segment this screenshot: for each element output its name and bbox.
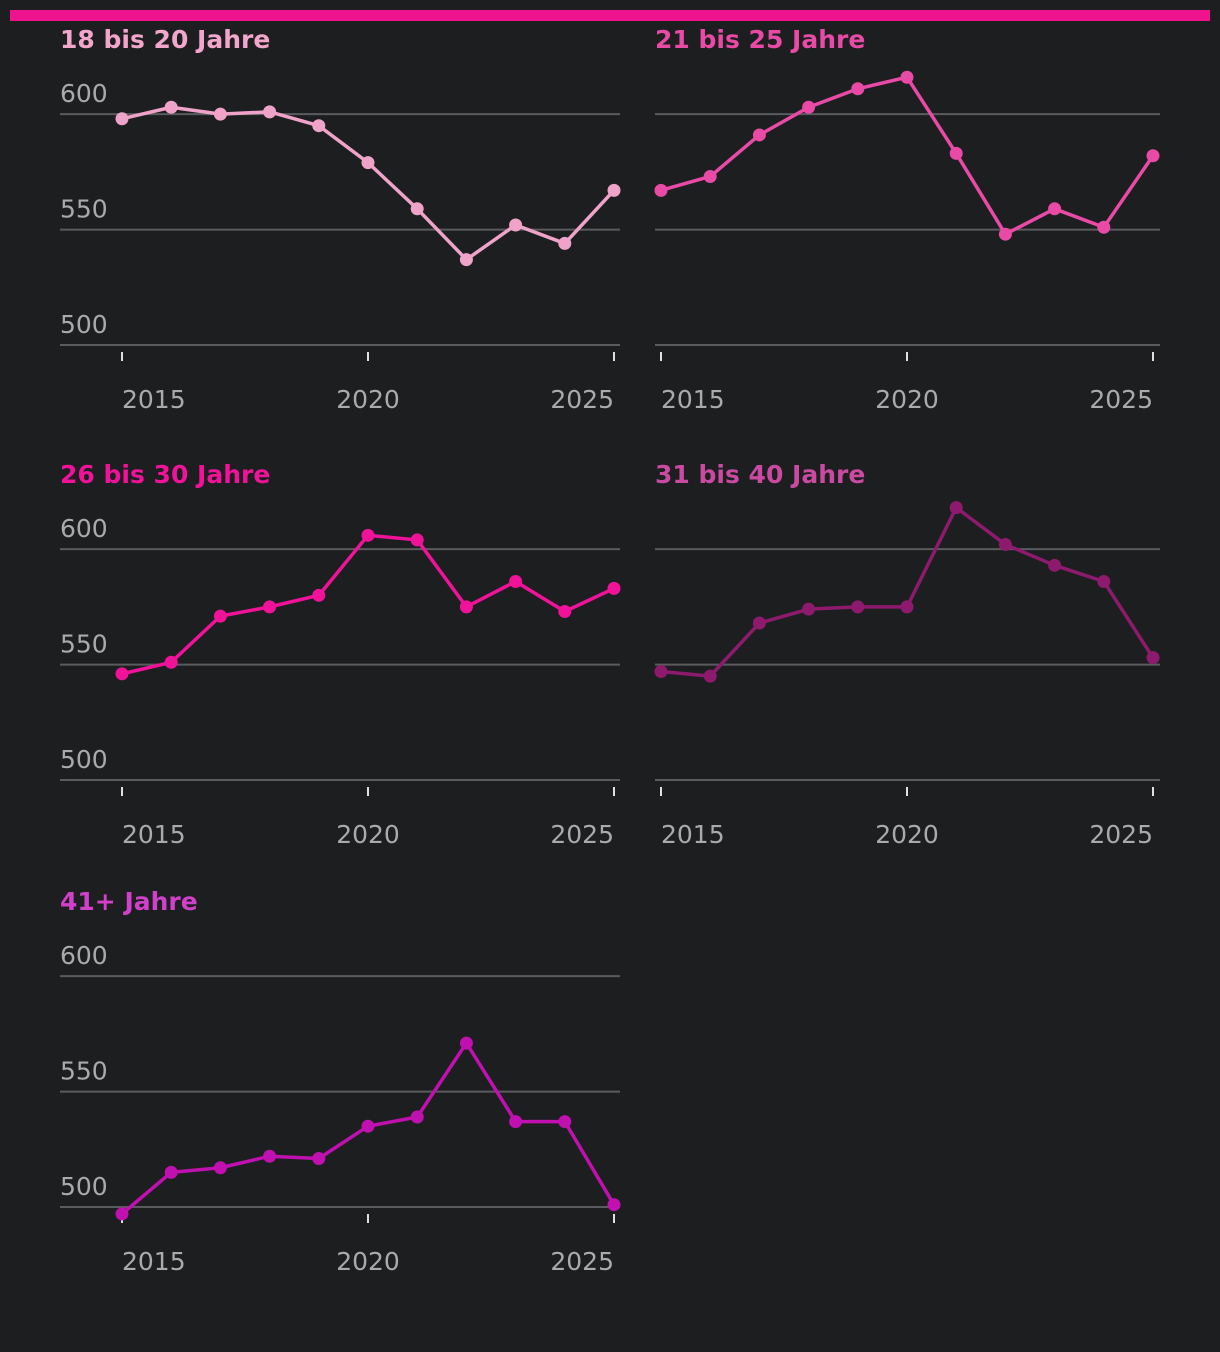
point [459, 253, 473, 267]
point [164, 100, 178, 114]
point [115, 667, 129, 681]
point [900, 70, 914, 84]
x-tick-label: 2025 [1089, 820, 1153, 849]
panel: 26 bis 30 Jahre 500 550 600 2015 2020 2025 [60, 460, 621, 849]
y-tick-label: 550 [60, 1057, 108, 1086]
y-tick-label: 500 [60, 1172, 108, 1201]
y-tick-label: 500 [60, 310, 108, 339]
panel-title: 21 bis 25 Jahre [655, 25, 865, 54]
panel: 21 bis 25 Jahre 2015 2020 2025 [654, 25, 1160, 414]
top-bar [10, 10, 1210, 21]
point [851, 82, 865, 96]
point [312, 588, 326, 602]
panel: 18 bis 20 Jahre 500 550 600 2015 2020 2025 [60, 25, 621, 414]
x-tick-label: 2020 [336, 820, 400, 849]
y-tick-label: 500 [60, 745, 108, 774]
point [802, 100, 816, 114]
point [558, 1115, 572, 1129]
panel-title: 18 bis 20 Jahre [60, 25, 270, 54]
y-tick-label: 600 [60, 514, 108, 543]
point [115, 112, 129, 126]
point [1097, 574, 1111, 588]
panel: 31 bis 40 Jahre 2015 2020 2025 [654, 460, 1160, 849]
point [752, 128, 766, 142]
point [213, 609, 227, 623]
y-tick-label: 550 [60, 195, 108, 224]
point [752, 616, 766, 630]
point [263, 105, 277, 119]
point [703, 169, 717, 183]
x-tick-label: 2020 [336, 385, 400, 414]
y-tick-label: 600 [60, 941, 108, 970]
point [164, 1165, 178, 1179]
point [1146, 149, 1160, 163]
panel-title: 26 bis 30 Jahre [60, 460, 270, 489]
x-tick-label: 2015 [122, 385, 186, 414]
point [410, 533, 424, 547]
x-tick-label: 2025 [550, 820, 614, 849]
x-tick-label: 2025 [1089, 385, 1153, 414]
point [361, 1119, 375, 1133]
point [509, 1115, 523, 1129]
x-tick-label: 2015 [122, 820, 186, 849]
point [998, 227, 1012, 241]
point [361, 156, 375, 170]
point [1048, 558, 1062, 572]
point [703, 669, 717, 683]
x-tick-label: 2015 [122, 1247, 186, 1276]
panel-title: 41+ Jahre [60, 887, 198, 916]
y-tick-label: 600 [60, 79, 108, 108]
point [459, 1036, 473, 1050]
panel: 41+ Jahre 500 550 600 2015 2020 2025 [60, 887, 621, 1276]
point [312, 1152, 326, 1166]
point [213, 1161, 227, 1175]
point [263, 1149, 277, 1163]
point [213, 107, 227, 121]
point [607, 581, 621, 595]
y-tick-label: 550 [60, 630, 108, 659]
point [558, 604, 572, 618]
x-tick-label: 2015 [661, 820, 725, 849]
x-tick-label: 2025 [550, 1247, 614, 1276]
point [410, 1110, 424, 1124]
point [949, 146, 963, 160]
point [312, 119, 326, 133]
point [998, 538, 1012, 552]
x-tick-label: 2025 [550, 385, 614, 414]
point [654, 183, 668, 197]
point [802, 602, 816, 616]
x-tick-label: 2020 [875, 820, 939, 849]
point [949, 501, 963, 515]
panel-title: 31 bis 40 Jahre [655, 460, 865, 489]
point [558, 236, 572, 250]
point [607, 1198, 621, 1212]
point [851, 600, 865, 614]
x-tick-label: 2020 [875, 385, 939, 414]
point [1048, 202, 1062, 216]
point [1146, 651, 1160, 665]
point [1097, 220, 1111, 234]
point [361, 528, 375, 542]
x-tick-label: 2015 [661, 385, 725, 414]
x-tick-label: 2020 [336, 1247, 400, 1276]
point [509, 574, 523, 588]
point [607, 183, 621, 197]
point [459, 600, 473, 614]
point [115, 1207, 129, 1221]
point [509, 218, 523, 232]
point [900, 600, 914, 614]
point [654, 665, 668, 679]
point [410, 202, 424, 216]
point [263, 600, 277, 614]
point [164, 655, 178, 669]
